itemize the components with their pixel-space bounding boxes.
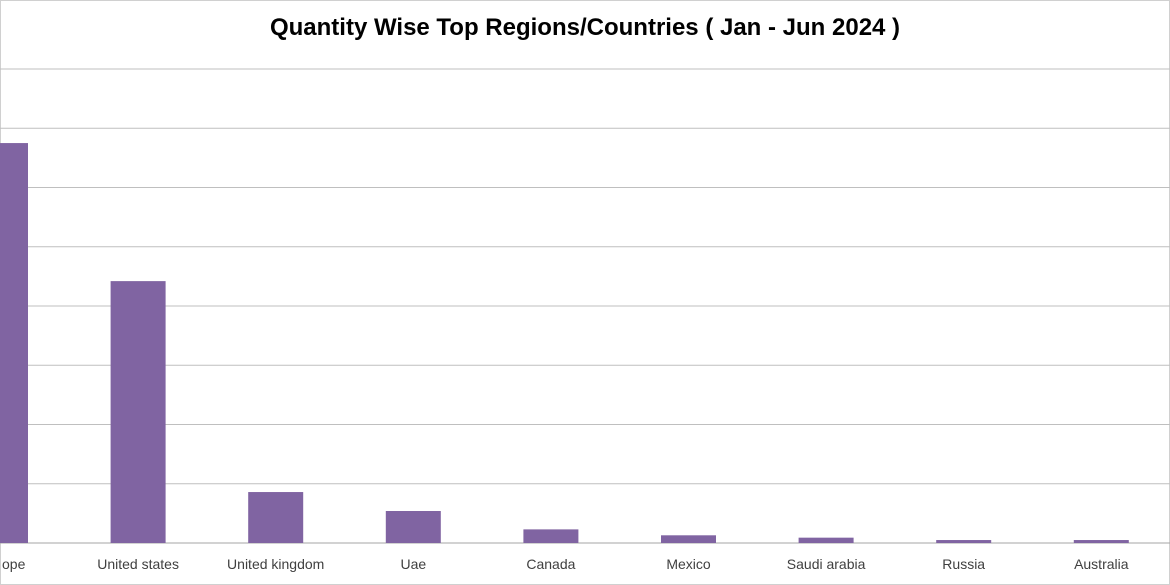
bar-saudi-arabia (798, 537, 854, 543)
x-tick-label: Australia (1074, 556, 1129, 572)
bar-united-states (110, 281, 166, 543)
bar-australia (1073, 540, 1129, 543)
bar-uae (385, 511, 441, 543)
bar-europe (0, 143, 28, 543)
x-tick-label: United states (97, 556, 179, 572)
x-tick-label: Canada (526, 556, 575, 572)
x-tick-label: ope (2, 556, 26, 572)
bar-united-kingdom (248, 492, 304, 543)
x-tick-label: United kingdom (227, 556, 324, 572)
x-tick-label: Russia (942, 556, 985, 572)
x-tick-label: Uae (400, 556, 426, 572)
bar-canada (523, 529, 579, 543)
bar-mexico (661, 535, 716, 543)
x-tick-label: Saudi arabia (787, 556, 866, 572)
chart-title: Quantity Wise Top Regions/Countries ( Ja… (269, 14, 901, 41)
bar-russia (936, 540, 992, 543)
x-tick-label: Mexico (666, 556, 711, 572)
